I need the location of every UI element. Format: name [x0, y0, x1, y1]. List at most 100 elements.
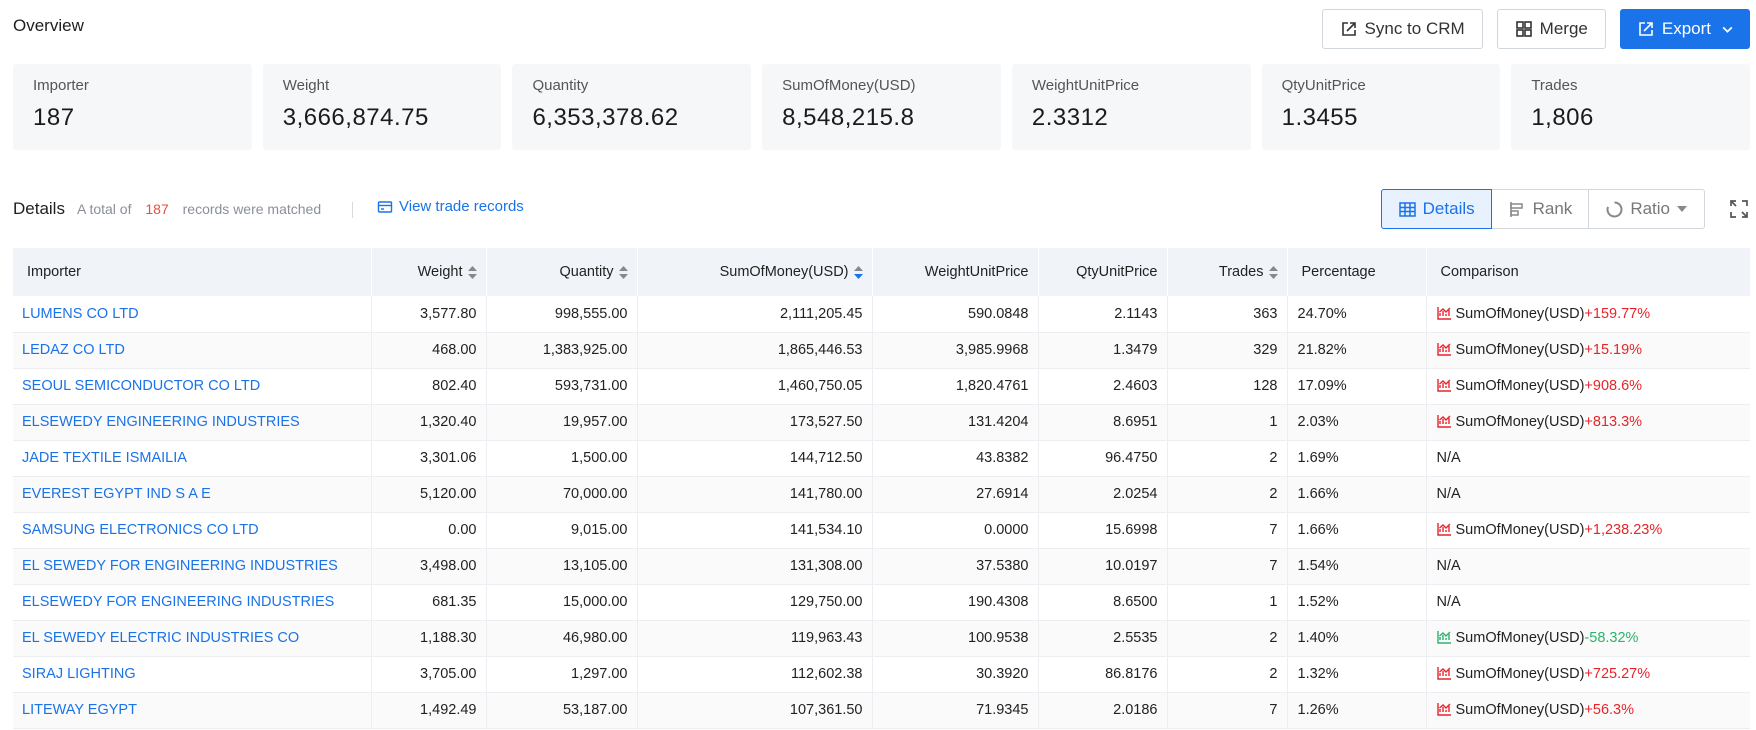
importer-link[interactable]: SIRAJ LIGHTING — [13, 656, 372, 693]
importer-link[interactable]: EL SEWEDY FOR ENGINEERING INDUSTRIES — [13, 548, 372, 585]
cell-weight-unit-price: 30.3920 — [872, 656, 1039, 693]
importer-link[interactable]: SEOUL SEMICONDUCTOR CO LTD — [13, 368, 372, 405]
importer-link[interactable]: ELSEWEDY ENGINEERING INDUSTRIES — [13, 404, 372, 441]
sort-icon[interactable] — [1268, 265, 1278, 279]
cell-weight: 468.00 — [371, 332, 487, 369]
sync-to-crm-button[interactable]: Sync to CRM — [1321, 9, 1483, 49]
kpi-value: 187 — [33, 104, 75, 131]
ratio-view-button[interactable]: Ratio — [1589, 190, 1704, 228]
table-row[interactable]: LITEWAY EGYPT 1,492.49 53,187.00 107,361.50… — [13, 692, 1750, 729]
cell-percentage: 1.69% — [1287, 440, 1427, 477]
cell-comparison: N/A — [1426, 476, 1750, 513]
kpi-label: Trades — [1531, 77, 1578, 94]
importer-link[interactable]: LUMENS CO LTD — [13, 296, 372, 333]
importer-link[interactable]: LEDAZ CO LTD — [13, 332, 372, 369]
importer-link[interactable]: LITEWAY EGYPT — [13, 692, 372, 729]
cell-comparison: SumOfMoney(USD)+56.3% — [1426, 692, 1750, 729]
importer-link[interactable]: JADE TEXTILE ISMAILIA — [13, 440, 372, 477]
cell-qty-unit-price: 1.3479 — [1038, 332, 1168, 369]
kpi-label: SumOfMoney(USD) — [782, 77, 916, 94]
cell-quantity: 15,000.00 — [486, 584, 638, 621]
rank-view-button[interactable]: Rank — [1492, 190, 1590, 228]
comparison-metric: SumOfMoney(USD) — [1455, 630, 1585, 646]
importer-link[interactable]: EL SEWEDY ELECTRIC INDUSTRIES CO — [13, 620, 372, 657]
trend-chart-icon — [1436, 379, 1451, 392]
cell-weight-unit-price: 100.9538 — [872, 620, 1039, 657]
cell-comparison: SumOfMoney(USD)+159.77% — [1426, 296, 1750, 333]
comparison-metric: SumOfMoney(USD) — [1455, 702, 1585, 718]
col-header-quantity[interactable]: Quantity — [486, 248, 638, 296]
comparison-na: N/A — [1436, 450, 1461, 466]
cell-sum-of-money: 173,527.50 — [637, 404, 873, 441]
cell-weight: 1,492.49 — [371, 692, 487, 729]
cell-sum-of-money: 112,602.38 — [637, 656, 873, 693]
export-label: Export — [1661, 19, 1711, 38]
cell-percentage: 1.32% — [1287, 656, 1427, 693]
fullscreen-icon[interactable] — [1728, 198, 1750, 220]
overview-title: Overview — [13, 16, 84, 35]
cell-trades: 128 — [1167, 368, 1288, 405]
importer-table: Importer Weight Quantity SumOfMoney(USD)… — [13, 248, 1751, 729]
sort-icon[interactable] — [467, 265, 477, 279]
cell-quantity: 53,187.00 — [486, 692, 638, 729]
cell-quantity: 46,980.00 — [486, 620, 638, 657]
col-header-trades[interactable]: Trades — [1167, 248, 1288, 296]
cell-quantity: 19,957.00 — [486, 404, 638, 441]
records-count: 187 — [145, 201, 169, 217]
cell-weight: 3,705.00 — [371, 656, 487, 693]
kpi-cards: Importer 187 Weight 3,666,874.75 Quantit… — [13, 64, 1751, 150]
cell-weight-unit-price: 131.4204 — [872, 404, 1039, 441]
cell-weight: 1,320.40 — [371, 404, 487, 441]
comparison-metric: SumOfMoney(USD) — [1455, 378, 1585, 394]
table-row[interactable]: SAMSUNG ELECTRONICS CO LTD 0.00 9,015.00 14… — [13, 512, 1750, 549]
table-row[interactable]: JADE TEXTILE ISMAILIA 3,301.06 1,500.00 144… — [13, 440, 1750, 477]
cell-weight: 3,577.80 — [371, 296, 487, 333]
col-header-sum-of-money[interactable]: SumOfMoney(USD) — [637, 248, 873, 296]
cell-trades: 2 — [1167, 440, 1288, 477]
cell-comparison: N/A — [1426, 440, 1750, 477]
cell-quantity: 998,555.00 — [486, 296, 638, 333]
table-row[interactable]: LEDAZ CO LTD 468.00 1,383,925.00 1,865,446.… — [13, 332, 1750, 369]
merge-button[interactable]: Merge — [1496, 9, 1606, 49]
divider — [352, 202, 353, 218]
details-view-button[interactable]: Details — [1380, 189, 1492, 229]
kpi-card-sum-of-money: SumOfMoney(USD) 8,548,215.8 — [762, 64, 1001, 150]
table-row[interactable]: LUMENS CO LTD 3,577.80 998,555.00 2,111,205… — [13, 296, 1750, 333]
cell-weight-unit-price: 3,985.9968 — [872, 332, 1039, 369]
cell-comparison: N/A — [1426, 584, 1750, 621]
comparison-na: N/A — [1436, 486, 1461, 502]
importer-link[interactable]: EVEREST EGYPT IND S A E — [13, 476, 372, 513]
kpi-label: WeightUnitPrice — [1031, 77, 1140, 94]
cell-trades: 2 — [1167, 656, 1288, 693]
comparison-change: +56.3% — [1584, 702, 1635, 718]
comparison-na: N/A — [1436, 558, 1461, 574]
cell-trades: 363 — [1167, 296, 1288, 333]
view-trade-records-link[interactable]: View trade records — [377, 198, 524, 215]
cell-percentage: 1.54% — [1287, 548, 1427, 585]
cell-quantity: 593,731.00 — [486, 368, 638, 405]
kpi-value: 8,548,215.8 — [782, 104, 915, 131]
rank-icon — [1509, 201, 1523, 217]
importer-link[interactable]: ELSEWEDY FOR ENGINEERING INDUSTRIES — [13, 584, 372, 621]
cell-qty-unit-price: 8.6951 — [1038, 404, 1168, 441]
cell-weight-unit-price: 1,820.4761 — [872, 368, 1039, 405]
table-row[interactable]: EL SEWEDY FOR ENGINEERING INDUSTRIES 3,49… — [13, 548, 1750, 585]
importer-link[interactable]: SAMSUNG ELECTRONICS CO LTD — [13, 512, 372, 549]
cell-weight-unit-price: 0.0000 — [872, 512, 1039, 549]
table-row[interactable]: ELSEWEDY FOR ENGINEERING INDUSTRIES 681.3… — [13, 584, 1750, 621]
col-header-comparison: Comparison — [1426, 248, 1751, 296]
table-row[interactable]: SEOUL SEMICONDUCTOR CO LTD 802.40 593,731.… — [13, 368, 1750, 405]
table-row[interactable]: ELSEWEDY ENGINEERING INDUSTRIES 1,320.40 1… — [13, 404, 1750, 441]
cell-percentage: 1.40% — [1287, 620, 1427, 657]
sort-icon[interactable] — [618, 265, 628, 279]
cell-comparison: SumOfMoney(USD)+15.19% — [1426, 332, 1750, 369]
kpi-value: 6,353,378.62 — [532, 104, 679, 131]
table-row[interactable]: SIRAJ LIGHTING 3,705.00 1,297.00 112,602.38… — [13, 656, 1750, 693]
table-row[interactable]: EL SEWEDY ELECTRIC INDUSTRIES CO 1,188.30… — [13, 620, 1750, 657]
table-row[interactable]: EVEREST EGYPT IND S A E 5,120.00 70,000.00… — [13, 476, 1750, 513]
cell-weight-unit-price: 37.5380 — [872, 548, 1039, 585]
export-button[interactable]: Export — [1619, 9, 1750, 49]
col-header-weight[interactable]: Weight — [371, 248, 487, 296]
cell-sum-of-money: 141,780.00 — [637, 476, 873, 513]
sort-desc-icon[interactable] — [853, 265, 863, 279]
